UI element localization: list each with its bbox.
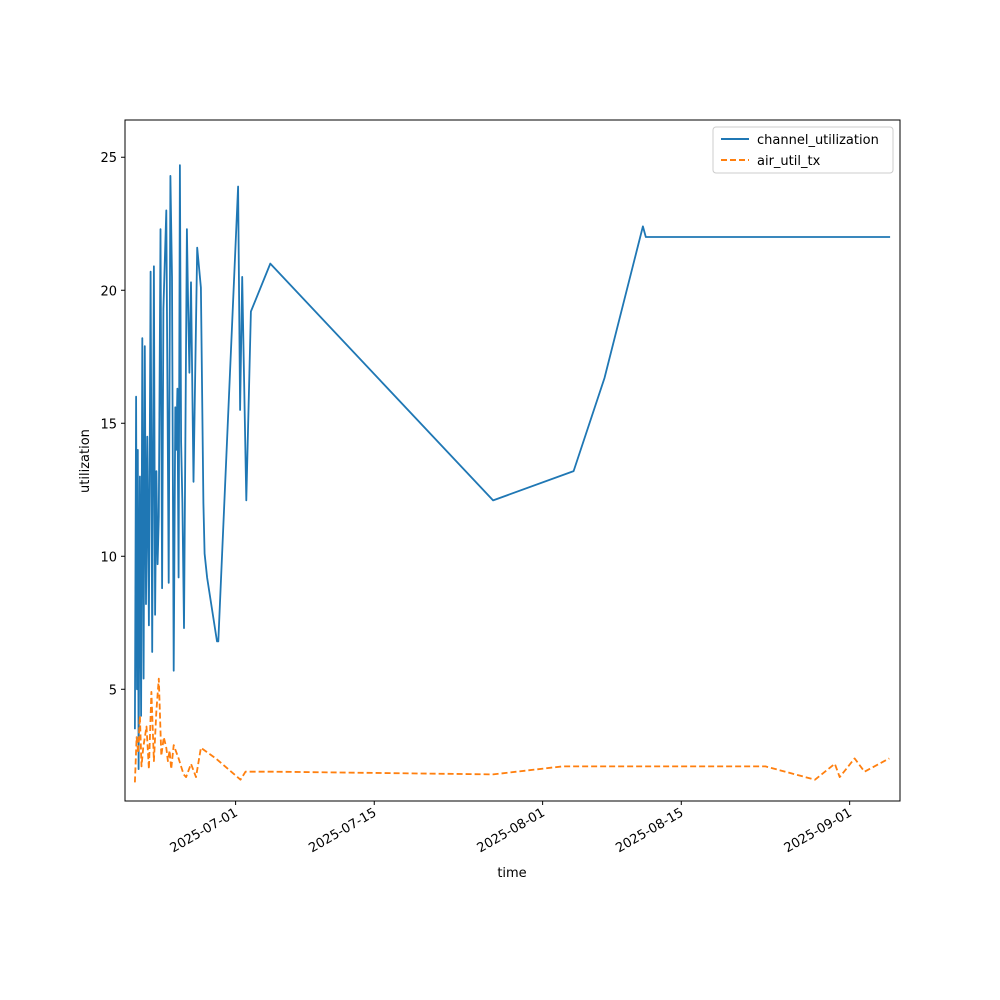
axes-frame (124, 119, 901, 802)
y-tick-label: 10 (100, 550, 117, 565)
x-axis: 2025-07-01 2025-07-15 2025-08-01 2025-08-15… (168, 801, 855, 856)
x-tick-label: 2025-07-15 (306, 805, 379, 856)
legend-label-channel-utilization: channel_utilization (757, 133, 879, 148)
x-tick-label: 2025-07-01 (168, 805, 241, 856)
y-axis: 5 10 15 20 25 (100, 151, 125, 698)
series-layer (133, 164, 891, 783)
legend-label-air-util-tx: air_util_tx (757, 154, 821, 169)
y-axis-label: utilization (78, 429, 93, 493)
x-tick-label: 2025-09-01 (782, 805, 855, 856)
y-tick-label: 15 (100, 417, 117, 432)
legend: channel_utilization air_util_tx (712, 126, 894, 174)
series-line-channel-utilization (133, 164, 891, 770)
x-axis-label: time (497, 866, 526, 881)
y-tick-label: 5 (109, 683, 117, 698)
y-tick-label: 25 (100, 151, 117, 166)
x-tick-label: 2025-08-15 (613, 805, 686, 856)
x-tick-label: 2025-08-01 (475, 805, 548, 856)
y-tick-label: 20 (100, 284, 117, 299)
legend-box (712, 126, 894, 174)
series-line-air-util-tx (134, 677, 890, 783)
